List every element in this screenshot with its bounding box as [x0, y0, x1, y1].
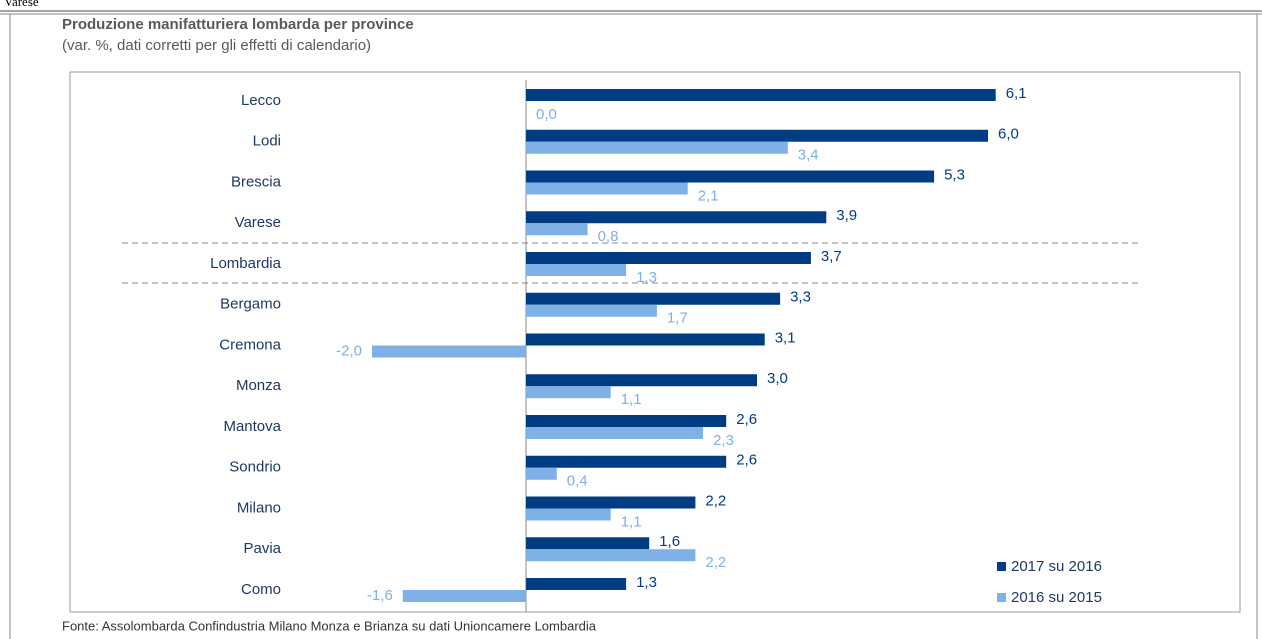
category-label: Sondrio [229, 459, 281, 476]
value-label: 1,3 [636, 574, 657, 591]
bar [526, 578, 627, 590]
bar [526, 386, 611, 399]
bar [526, 141, 788, 154]
bar [526, 129, 988, 142]
legend-label: 2016 su 2015 [1011, 589, 1102, 606]
value-label: 3,3 [790, 289, 811, 306]
legend-swatch [997, 593, 1006, 602]
bar [526, 89, 996, 101]
source: Fonte: Assolombarda Confindustria Milano… [62, 618, 597, 633]
value-label: 3,0 [767, 370, 788, 387]
bar [526, 415, 727, 427]
bar [526, 292, 781, 305]
value-label: 0,0 [536, 106, 557, 123]
value-label: 2,2 [705, 554, 726, 571]
bar [526, 467, 557, 480]
value-label: 2,6 [736, 411, 757, 428]
category-label: Varese [235, 214, 281, 231]
bar [526, 252, 811, 264]
value-label: 0,4 [567, 473, 588, 490]
chart-title: Produzione manifatturiera lombarda per p… [62, 16, 414, 33]
category-label: Brescia [231, 173, 282, 190]
category-label: Como [241, 581, 281, 598]
bar [526, 170, 935, 183]
bar [526, 496, 696, 509]
value-label: 6,1 [1006, 85, 1027, 102]
bar [372, 345, 526, 358]
value-label: 2,1 [698, 187, 719, 204]
category-label: Pavia [243, 540, 281, 557]
bar [526, 549, 696, 562]
category-label: Bergamo [220, 296, 281, 313]
category-label: Lecco [241, 92, 281, 109]
value-label: 1,1 [621, 391, 642, 408]
legend-swatch [997, 562, 1006, 571]
value-label: 5,3 [944, 166, 965, 183]
category-label: Monza [236, 377, 282, 394]
chart-subtitle: (var. %, dati corretti per gli effetti d… [62, 37, 371, 54]
plot-frame [69, 71, 1241, 613]
value-label: 3,9 [836, 207, 857, 224]
value-label: 1,3 [636, 269, 657, 286]
value-label: 2,6 [736, 452, 757, 469]
legend-label: 2017 su 2016 [1011, 558, 1102, 575]
category-label: Milano [237, 499, 281, 516]
value-label: 3,1 [775, 329, 796, 346]
bar [526, 333, 765, 346]
bar [526, 223, 588, 236]
bar [526, 304, 657, 317]
bar [526, 537, 650, 550]
bar [526, 427, 704, 439]
value-label: 1,7 [667, 310, 688, 327]
value-label: 3,4 [798, 147, 819, 164]
value-label: 6,0 [998, 126, 1019, 143]
value-label: 0,8 [598, 228, 619, 245]
value-label: 3,7 [821, 248, 842, 265]
bar [402, 590, 526, 602]
category-label: Lodi [253, 133, 281, 150]
value-label: 1,6 [659, 533, 680, 550]
value-label: -2,0 [336, 342, 362, 359]
value-label: 1,1 [621, 513, 642, 530]
bar [526, 455, 727, 468]
category-label: Cremona [219, 336, 281, 353]
category-label: Lombardia [210, 255, 282, 272]
value-label: 2,3 [713, 432, 734, 449]
bar [526, 508, 611, 521]
value-label: 2,2 [705, 492, 726, 509]
bar [526, 374, 757, 387]
bar [526, 182, 688, 195]
category-label: Mantova [223, 418, 281, 435]
value-label: -1,6 [367, 587, 393, 604]
bar [526, 211, 827, 224]
clipped-text: Varese [4, 0, 39, 9]
bar [526, 264, 627, 276]
